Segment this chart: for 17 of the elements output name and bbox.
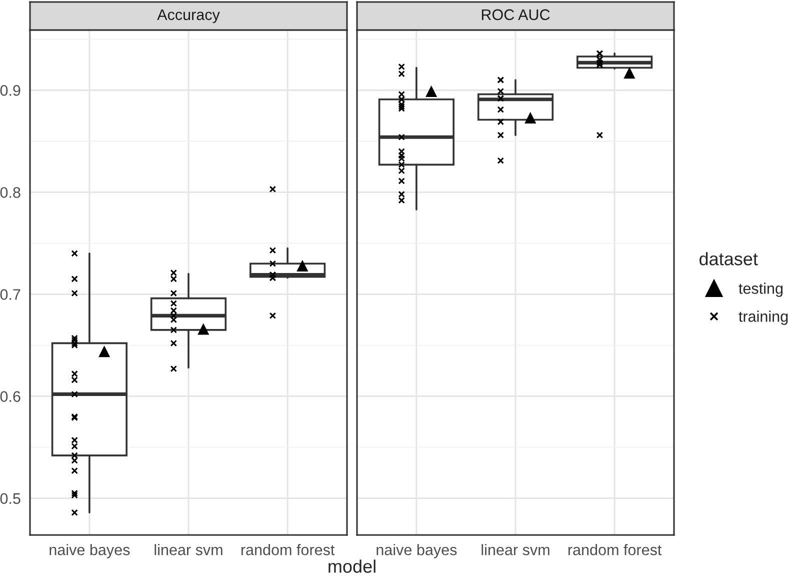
y-tick-label: 0.7 [0,289,20,300]
y-tick-label: 0.5 [0,493,20,504]
legend-label: testing [738,282,782,297]
y-tick-label: 0.8 [0,187,20,198]
x-tick-label: naive bayes [50,544,130,558]
chart-title: ROC AUC [482,9,550,20]
x-tick-label: naive bayes [376,544,457,558]
x-tick-label: linear svm [482,544,550,556]
x-tick-label: random forest [241,544,335,556]
y-tick-label: 0.9 [0,85,20,96]
legend-label: training [738,310,788,325]
y-tick-label: 0.6 [0,391,20,402]
chart-title: Accuracy [157,9,220,24]
x-tick-label: linear svm [154,544,222,556]
x-tick-label: random forest [568,544,662,556]
x-axis-title: model [328,560,376,573]
legend-title: dataset [700,252,758,266]
